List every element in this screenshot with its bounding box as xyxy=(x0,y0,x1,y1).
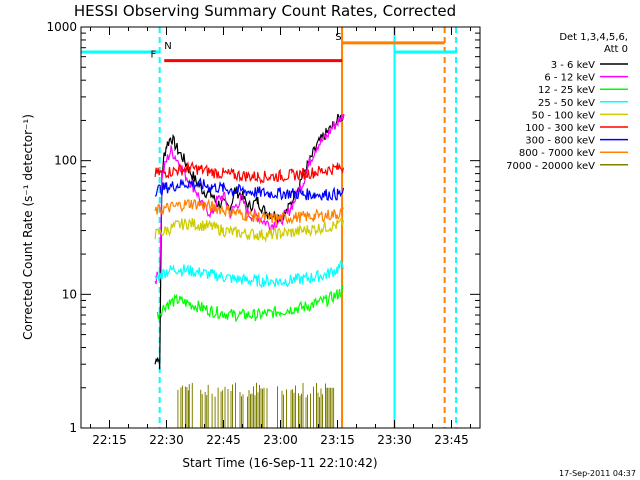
plot-frame xyxy=(80,26,481,429)
legend-label-1: 6 - 12 keV xyxy=(544,73,595,84)
chart-title: HESSI Observing Summary Count Rates, Cor… xyxy=(74,2,456,20)
axes: 22:15 22:30 22:45 23:00 23:15 23:30 23:45 1 10 10… xyxy=(46,20,481,447)
x-axis-label: Start Time (16-Sep-11 22:10:42) xyxy=(182,456,377,470)
plot-area: NF S xyxy=(81,27,458,428)
series-line-6 xyxy=(154,177,345,201)
legend-label-8: 7000 - 20000 keV xyxy=(506,161,595,172)
legend-header-0: Det 1,3,4,5,6, xyxy=(559,32,628,43)
legend-label-6: 300 - 800 keV xyxy=(525,136,595,147)
y-axis-label: Corrected Count Rate (s⁻¹ detector⁻¹) xyxy=(21,114,35,340)
y-tick-label-3: 1000 xyxy=(46,20,77,34)
legend-label-7: 800 - 7000 keV xyxy=(519,148,595,159)
series-line-4 xyxy=(154,215,345,243)
series-line-0 xyxy=(154,113,345,370)
flag-label-1: N xyxy=(164,41,171,52)
x-tick-label-0: 22:15 xyxy=(92,433,127,447)
legend-label-3: 25 - 50 keV xyxy=(538,98,595,109)
legend-label-4: 50 - 100 keV xyxy=(532,110,596,121)
series-line-3 xyxy=(154,260,345,289)
legend-label-5: 100 - 300 keV xyxy=(525,123,595,134)
flag-label-2: F xyxy=(151,50,157,61)
y-tick-label-2: 100 xyxy=(54,154,77,168)
flag-label-3: S xyxy=(335,32,341,43)
x-tick-label-1: 22:30 xyxy=(149,433,184,447)
legend-label-0: 3 - 6 keV xyxy=(551,60,595,71)
x-tick-label-6: 23:45 xyxy=(434,433,469,447)
y-tick-label-1: 10 xyxy=(62,287,77,301)
y-tick-label-0: 1 xyxy=(69,421,77,435)
series-line-2 xyxy=(156,285,344,323)
x-tick-label-4: 23:15 xyxy=(320,433,355,447)
legend: Det 1,3,4,5,6,Att 0 3 - 6 keV 6 - 12 keV12… xyxy=(506,32,628,172)
legend-label-2: 12 - 25 keV xyxy=(538,85,595,96)
series-line-1 xyxy=(154,113,345,285)
series-line-8 xyxy=(177,382,335,428)
legend-header-1: Att 0 xyxy=(604,44,628,55)
x-tick-label-5: 23:30 xyxy=(377,433,412,447)
series-line-5 xyxy=(154,160,345,185)
x-tick-label-2: 22:45 xyxy=(206,433,241,447)
series-line-7 xyxy=(154,198,344,226)
footer-timestamp: 17-Sep-2011 04:37 xyxy=(559,469,636,478)
x-tick-label-3: 23:00 xyxy=(263,433,298,447)
